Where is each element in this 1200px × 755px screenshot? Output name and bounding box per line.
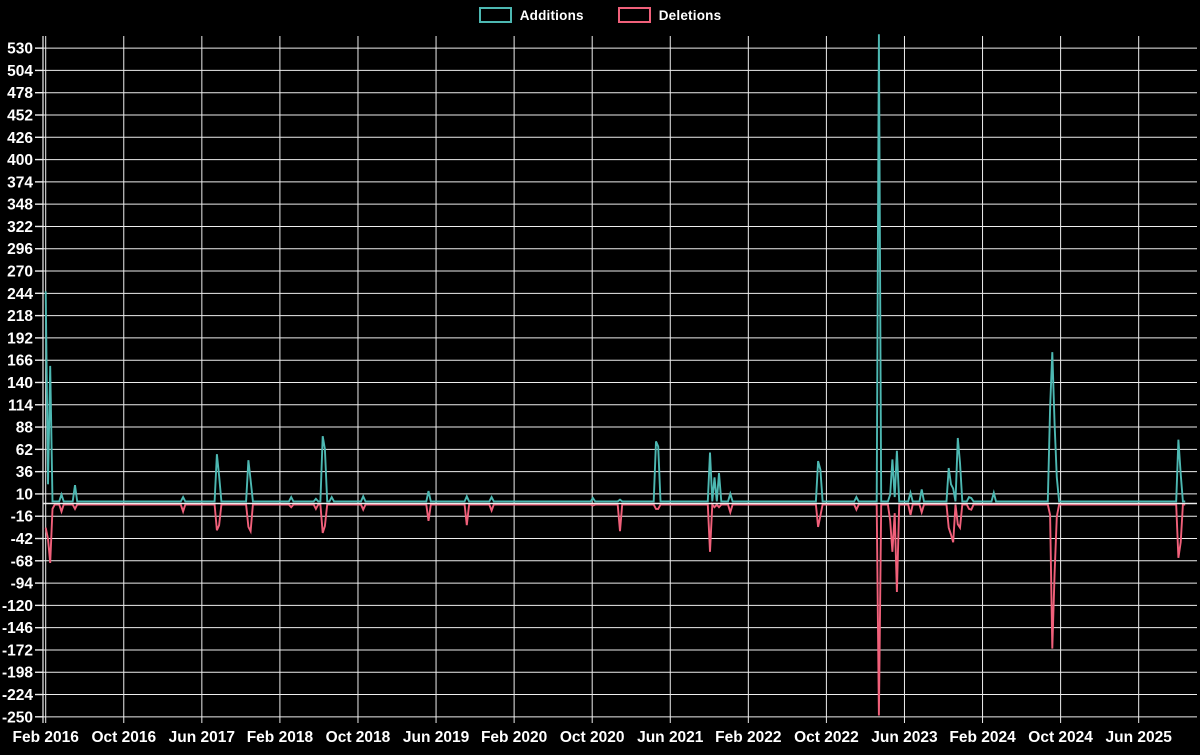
- y-axis-tick-label: 114: [8, 397, 33, 414]
- x-axis-tick-label: Jun 2017: [169, 729, 235, 746]
- x-axis-tick-label: Oct 2024: [1028, 729, 1093, 746]
- y-axis-tick-label: 10: [16, 486, 33, 503]
- x-axis-tick-label: Oct 2018: [326, 729, 391, 746]
- y-axis-tick-label: 88: [16, 420, 34, 437]
- deletions-swatch-icon: [617, 7, 651, 23]
- legend-label-deletions: Deletions: [658, 7, 722, 23]
- y-axis-tick-label: 478: [7, 85, 33, 102]
- x-axis-tick-label: Jun 2023: [871, 729, 938, 746]
- y-axis-tick-label: -94: [11, 576, 34, 593]
- y-axis-tick-label: 62: [16, 442, 33, 459]
- y-axis-tick-label: 270: [7, 264, 33, 281]
- y-axis-tick-label: 140: [7, 375, 33, 392]
- x-axis-tick-label: Jun 2021: [637, 729, 704, 746]
- y-axis-tick-label: -68: [11, 553, 34, 570]
- x-axis-tick-label: Oct 2022: [794, 729, 859, 746]
- y-axis-tick-label: -120: [2, 598, 33, 615]
- legend-item-deletions[interactable]: Deletions: [617, 7, 722, 23]
- additions-line: [44, 34, 1186, 503]
- y-axis-tick-label: -146: [2, 620, 33, 637]
- y-axis-tick-label: -250: [2, 709, 33, 726]
- x-axis-tick-label: Jun 2019: [403, 729, 470, 746]
- additions-swatch-icon: [478, 7, 512, 23]
- y-axis-tick-label: -172: [2, 642, 33, 659]
- x-axis-tick-label: Jun 2025: [1106, 729, 1173, 746]
- legend-item-additions[interactable]: Additions: [478, 7, 584, 23]
- y-axis-tick-label: 400: [7, 152, 33, 169]
- y-axis-tick-label: -16: [11, 509, 34, 526]
- y-axis-tick-label: 322: [7, 219, 33, 236]
- y-axis-tick-label: -42: [11, 531, 33, 548]
- x-axis-tick-label: Feb 2020: [481, 729, 547, 746]
- y-axis-tick-label: 244: [7, 286, 33, 303]
- y-axis-tick-label: 166: [7, 353, 33, 370]
- y-axis-tick-label: 218: [7, 308, 33, 325]
- x-axis-tick-label: Oct 2016: [91, 729, 156, 746]
- y-axis-tick-label: 374: [7, 174, 33, 191]
- chart-legend: Additions Deletions: [0, 7, 1200, 23]
- x-axis-tick-label: Oct 2020: [560, 729, 625, 746]
- y-axis-tick-label: -224: [2, 687, 33, 704]
- x-axis-tick-label: Feb 2024: [949, 729, 1016, 746]
- y-axis-tick-label: 192: [7, 330, 33, 347]
- legend-label-additions: Additions: [519, 7, 584, 23]
- y-axis-tick-label: 504: [7, 63, 33, 80]
- y-axis-tick-label: 348: [7, 197, 33, 214]
- y-axis-tick-label: 452: [7, 108, 33, 125]
- y-axis-tick-label: 296: [7, 241, 33, 258]
- x-axis-tick-label: Feb 2022: [715, 729, 781, 746]
- y-axis-tick-label: 426: [7, 130, 33, 147]
- y-axis-tick-label: 36: [16, 464, 34, 481]
- x-axis-tick-label: Feb 2016: [13, 729, 80, 746]
- x-axis-tick-label: Feb 2018: [247, 729, 314, 746]
- y-axis-tick-label: 530: [7, 41, 33, 58]
- y-axis-tick-label: -198: [2, 665, 33, 682]
- deletions-line: [44, 502, 1186, 716]
